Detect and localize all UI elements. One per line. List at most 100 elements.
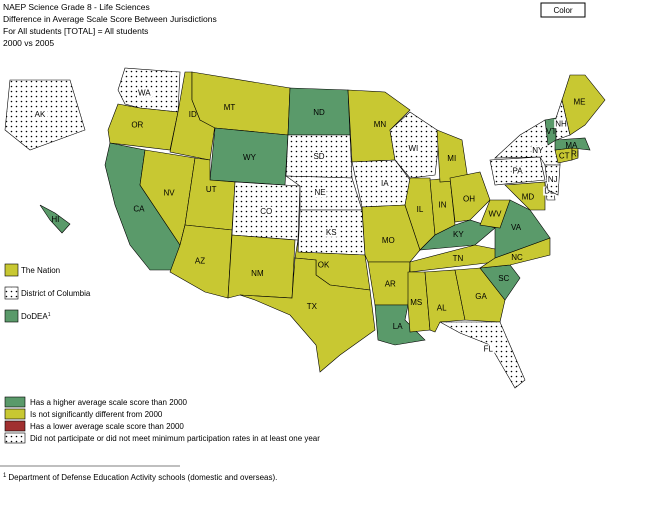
key-swatch: [4, 263, 19, 277]
state-label: WI: [408, 144, 418, 153]
state-label: AR: [385, 280, 396, 289]
state-label: MI: [447, 154, 456, 163]
legend-swatch: [4, 396, 26, 408]
footnote-text: Department of Defense Education Activity…: [8, 473, 277, 482]
state-label: PA: [512, 167, 523, 176]
state-label: IN: [439, 201, 447, 210]
state-shape: [169, 224, 233, 299]
key-label: District of Columbia: [21, 289, 91, 298]
state-label: MN: [374, 120, 387, 129]
state-shape: [407, 271, 431, 333]
label-backdrop: [482, 344, 495, 354]
state-shape: [39, 204, 71, 234]
state-label: AZ: [195, 256, 205, 265]
legend-label: Has a lower average scale score than 200…: [30, 422, 184, 431]
header-line: For All students [TOTAL] = All students: [3, 26, 148, 36]
header-line: 2000 vs 2005: [3, 38, 54, 48]
state-label: KY: [453, 230, 464, 239]
state-shape: [454, 267, 506, 323]
state-shape: [107, 103, 179, 151]
key-label: The Nation: [21, 266, 60, 275]
button-frame[interactable]: [540, 2, 586, 18]
state-label: MS: [410, 298, 422, 307]
state-label: TN: [453, 254, 464, 263]
label-backdrop: [312, 152, 326, 161]
state-label: IL: [417, 205, 424, 214]
legend-swatch: [4, 420, 26, 432]
label-backdrop: [511, 166, 525, 176]
state-label: MT: [224, 103, 236, 112]
state-shape: [554, 137, 591, 151]
button-label[interactable]: Color: [553, 6, 572, 15]
key-swatch: [4, 309, 19, 323]
state-label: HI: [51, 215, 59, 224]
state-label: OK: [318, 260, 330, 269]
state-label: GA: [475, 292, 487, 301]
state-shape: [449, 171, 491, 223]
state-label: NJ: [548, 175, 558, 184]
state-label: RI: [571, 150, 579, 159]
state-shape: [227, 234, 296, 299]
state-label: NV: [163, 189, 175, 198]
key-swatch: [4, 286, 19, 300]
state-label: FL: [484, 344, 494, 353]
label-backdrop: [531, 146, 546, 155]
state-label: VA: [511, 223, 522, 232]
legend-label: Did not participate or did not meet mini…: [30, 434, 320, 443]
legend-swatch: [4, 408, 26, 420]
state-label: IA: [381, 179, 389, 188]
footnote: 1 Department of Defense Education Activit…: [3, 473, 277, 482]
color-button[interactable]: Color: [540, 2, 586, 18]
label-backdrop: [546, 174, 559, 184]
state-label: NC: [511, 253, 523, 262]
state-label: WV: [489, 209, 503, 218]
state-label: UT: [206, 185, 217, 194]
header-line: NAEP Science Grade 8 - Life Sciences: [3, 2, 150, 12]
label-backdrop: [313, 188, 327, 197]
state-label: NH: [555, 119, 567, 128]
legend-label: Has a higher average scale score than 20…: [30, 398, 188, 407]
footnote-mark: 1: [3, 473, 7, 479]
state-label: AL: [437, 304, 447, 313]
state-label: LA: [393, 322, 403, 331]
state-shape: [479, 199, 511, 229]
state-label: KS: [326, 228, 337, 237]
state-shape: [504, 181, 546, 211]
state-label: OR: [131, 121, 143, 130]
label-backdrop: [380, 178, 391, 188]
state-label: VT: [546, 127, 556, 136]
footnote-mark: 1: [48, 312, 51, 318]
state-label: CO: [260, 207, 272, 216]
state-label: NM: [251, 269, 264, 278]
state-shape: [239, 257, 376, 373]
state-label: SC: [498, 274, 509, 283]
state-label: CA: [133, 205, 145, 214]
state-label: NE: [314, 188, 325, 197]
state-shape: [439, 321, 526, 389]
state-label: ME: [574, 98, 586, 107]
state-label: MA: [565, 141, 578, 150]
label-backdrop: [259, 206, 274, 216]
header-line: Difference in Average Scale Score Betwee…: [3, 14, 217, 24]
state-label: ID: [189, 110, 197, 119]
label-backdrop: [407, 143, 420, 153]
legend-swatch: [4, 432, 26, 444]
state-label: ND: [313, 108, 325, 117]
legend-label: Is not significantly different from 2000: [30, 410, 163, 419]
state-label: CT: [559, 151, 570, 160]
state-label: MO: [382, 236, 395, 245]
label-backdrop: [324, 227, 338, 237]
state-label: WA: [138, 88, 151, 97]
state-shape: [561, 74, 606, 136]
key-label: DoDEA1: [21, 312, 51, 321]
state-label: SD: [313, 152, 324, 161]
label-backdrop: [33, 110, 47, 119]
state-label: TX: [307, 302, 318, 311]
label-backdrop: [554, 119, 568, 129]
state-label: MD: [522, 192, 535, 201]
state-label: AK: [35, 110, 46, 119]
state-label: WY: [243, 153, 257, 162]
label-backdrop: [137, 88, 153, 98]
state-label: OH: [463, 194, 475, 203]
